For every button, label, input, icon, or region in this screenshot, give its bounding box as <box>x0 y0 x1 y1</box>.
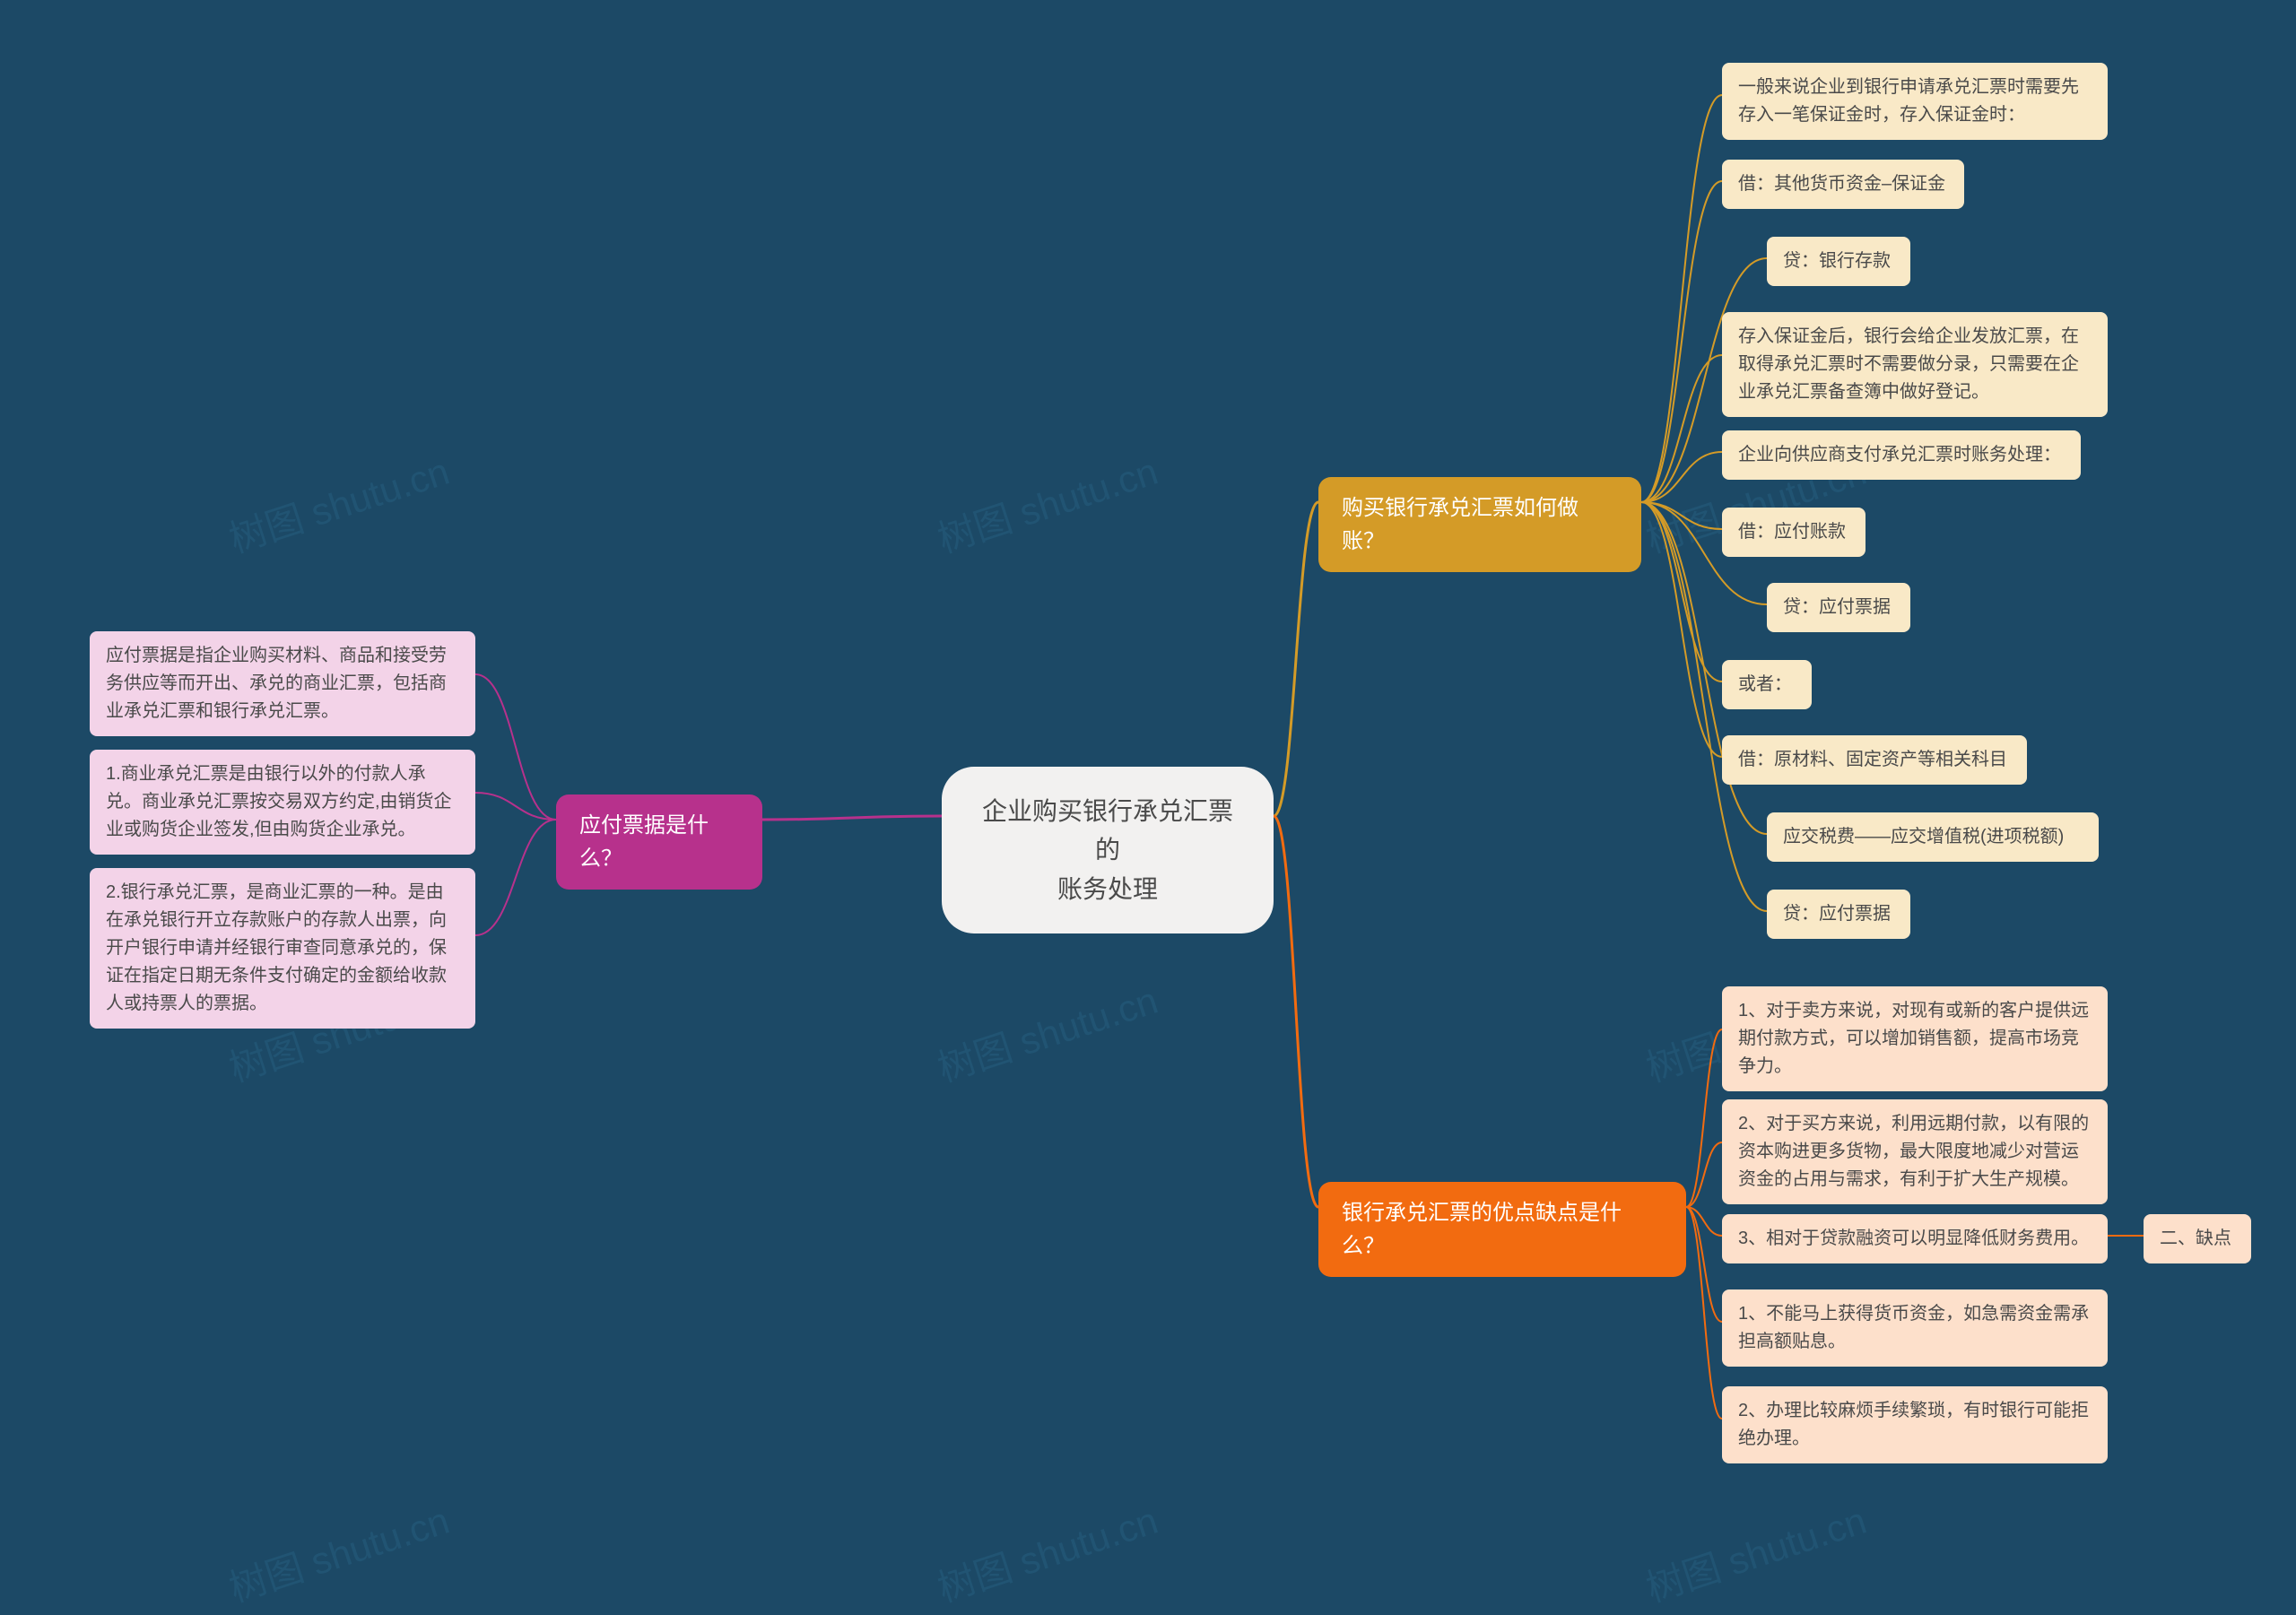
leaf-node: 一般来说企业到银行申请承兑汇票时需要先存入一笔保证金时，存入保证金时： <box>1722 63 2108 140</box>
leaf-node-grandchild: 二、缺点 <box>2144 1214 2251 1263</box>
leaf-node: 贷：应付票据 <box>1767 583 1910 632</box>
leaf-node: 2、办理比较麻烦手续繁琐，有时银行可能拒绝办理。 <box>1722 1386 2108 1463</box>
watermark: 树图 shutu.cn <box>930 1490 1164 1613</box>
branch-node-b1: 购买银行承兑汇票如何做账？ <box>1318 477 1641 572</box>
leaf-node: 借：其他货币资金–保证金 <box>1722 160 1964 209</box>
leaf-node: 企业向供应商支付承兑汇票时账务处理： <box>1722 430 2081 480</box>
leaf-node: 贷：银行存款 <box>1767 237 1910 286</box>
leaf-node: 存入保证金后，银行会给企业发放汇票，在取得承兑汇票时不需要做分录，只需要在企业承… <box>1722 312 2108 417</box>
leaf-node: 3、相对于贷款融资可以明显降低财务费用。 <box>1722 1214 2108 1263</box>
leaf-node: 1、不能马上获得货币资金，如急需资金需承担高额贴息。 <box>1722 1289 2108 1367</box>
leaf-node: 借：原材料、固定资产等相关科目 <box>1722 735 2027 785</box>
leaf-node: 2.银行承兑汇票，是商业汇票的一种。是由在承兑银行开立存款账户的存款人出票，向开… <box>90 868 475 1029</box>
branch-node-b2: 银行承兑汇票的优点缺点是什么？ <box>1318 1182 1686 1277</box>
mindmap-canvas: 树图 shutu.cn 树图 shutu.cn 树图 shutu.cn 树图 shut… <box>0 0 2296 1615</box>
leaf-node: 应付票据是指企业购买材料、商品和接受劳务供应等而开出、承兑的商业汇票，包括商业承… <box>90 631 475 736</box>
branch-node-b3: 应付票据是什么？ <box>556 794 762 890</box>
leaf-node: 2、对于买方来说，利用远期付款，以有限的资本购进更多货物，最大限度地减少对营运资… <box>1722 1099 2108 1204</box>
watermark: 树图 shutu.cn <box>222 1490 456 1613</box>
watermark: 树图 shutu.cn <box>1639 1490 1873 1613</box>
leaf-node: 贷：应付票据 <box>1767 890 1910 939</box>
leaf-node: 应交税费——应交增值税(进项税额) <box>1767 812 2099 862</box>
center-node: 企业购买银行承兑汇票的账务处理 <box>942 767 1274 933</box>
leaf-node: 或者： <box>1722 660 1812 709</box>
watermark: 树图 shutu.cn <box>222 441 456 564</box>
leaf-node: 借：应付账款 <box>1722 508 1866 557</box>
leaf-node: 1.商业承兑汇票是由银行以外的付款人承兑。商业承兑汇票按交易双方约定,由销货企业… <box>90 750 475 855</box>
leaf-node: 1、对于卖方来说，对现有或新的客户提供远期付款方式，可以增加销售额，提高市场竞争… <box>1722 986 2108 1091</box>
watermark: 树图 shutu.cn <box>930 970 1164 1093</box>
watermark: 树图 shutu.cn <box>930 441 1164 564</box>
